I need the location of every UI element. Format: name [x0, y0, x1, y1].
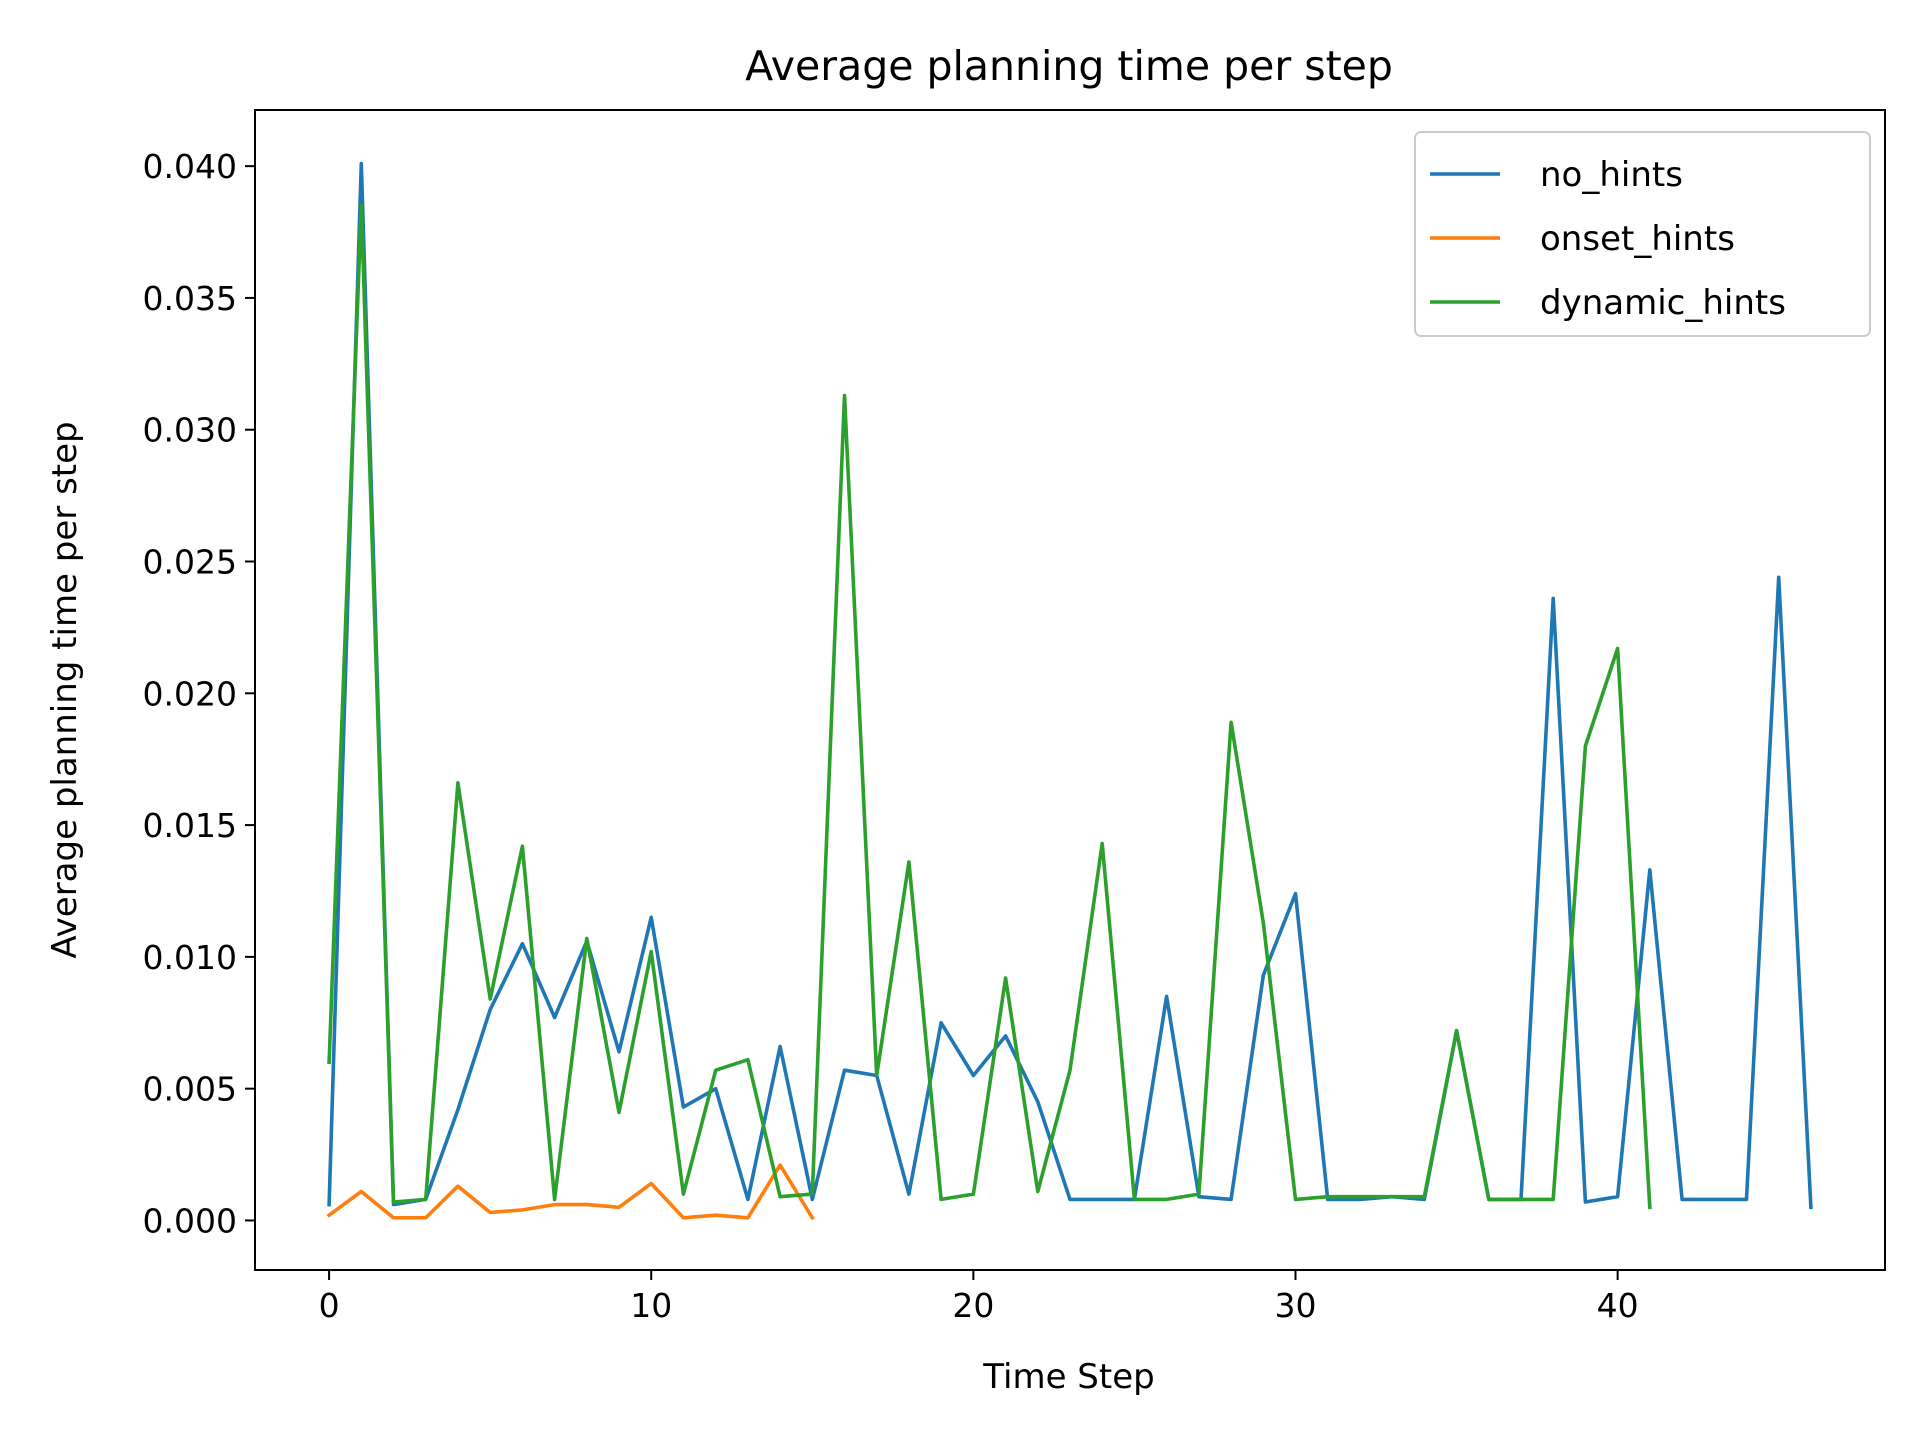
x-tick-label: 40: [1597, 1286, 1639, 1325]
x-tick-label: 10: [630, 1286, 672, 1325]
series-line-onset-hints: [326, 1163, 815, 1221]
chart-title: Average planning time per step: [745, 42, 1393, 90]
series-line-dynamic-hints: [327, 203, 1652, 1210]
legend-box: [1414, 131, 1871, 337]
y-tick-label: 0.030: [143, 411, 237, 450]
x-tick-label: 0: [319, 1286, 340, 1325]
y-tick-label: 0.020: [143, 674, 237, 713]
y-tick-label: 0.015: [143, 806, 237, 845]
plot-frame: [254, 109, 1886, 1271]
y-tick-label: 0.040: [143, 147, 237, 186]
legend-label-dynamic-hints: dynamic_hints: [1540, 283, 1786, 323]
y-tick-label: 0.010: [143, 938, 237, 977]
y-tick-label: 0.005: [143, 1070, 237, 1109]
y-axis-label: Average planning time per step: [45, 421, 85, 958]
series-line-no-hints: [327, 161, 1813, 1210]
y-tick-label: 0.035: [143, 279, 237, 318]
legend-label-onset-hints: onset_hints: [1540, 219, 1735, 259]
x-tick-label: 30: [1274, 1286, 1316, 1325]
y-tick-label: 0.000: [143, 1201, 237, 1240]
legend-label-no-hints: no_hints: [1540, 155, 1683, 195]
x-tick-label: 20: [952, 1286, 994, 1325]
y-tick-label: 0.025: [143, 543, 237, 582]
x-axis-label: Time Step: [982, 1357, 1154, 1397]
